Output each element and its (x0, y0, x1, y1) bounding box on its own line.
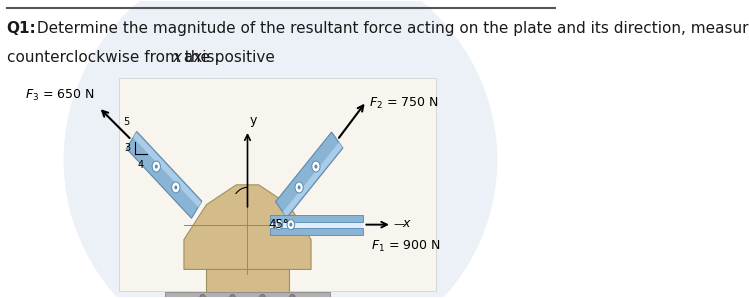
Circle shape (152, 161, 160, 172)
Polygon shape (184, 185, 311, 269)
Text: $F_1$ = 900 N: $F_1$ = 900 N (371, 239, 440, 254)
Circle shape (175, 185, 178, 190)
Bar (270, 222, 363, 228)
Text: 45°: 45° (268, 218, 289, 231)
Text: 5: 5 (123, 117, 130, 127)
Bar (207, 269, 288, 294)
Text: $x$: $x$ (402, 217, 412, 230)
Circle shape (287, 220, 294, 230)
Text: y: y (249, 114, 257, 127)
Circle shape (289, 223, 292, 227)
Bar (119, 78, 436, 291)
Text: axis.: axis. (180, 50, 219, 66)
Circle shape (200, 294, 206, 298)
Circle shape (275, 220, 282, 230)
Text: —: — (393, 219, 404, 229)
Text: x: x (173, 50, 182, 66)
Bar (166, 292, 330, 298)
Text: $F_2$ = 750 N: $F_2$ = 750 N (369, 96, 439, 111)
Ellipse shape (64, 0, 497, 298)
Circle shape (259, 294, 265, 298)
Polygon shape (276, 132, 343, 218)
Text: $F_3$ = 650 N: $F_3$ = 650 N (25, 88, 95, 103)
Text: counterclockwise from the positive: counterclockwise from the positive (7, 50, 279, 66)
Circle shape (289, 294, 295, 298)
Polygon shape (283, 142, 342, 217)
Text: 3: 3 (124, 143, 130, 153)
Text: 4: 4 (138, 160, 144, 170)
Bar (270, 228, 363, 235)
Circle shape (155, 164, 158, 168)
Text: Q1:: Q1: (7, 21, 37, 35)
Polygon shape (127, 131, 201, 218)
Circle shape (312, 161, 320, 172)
Polygon shape (133, 132, 201, 207)
Circle shape (295, 182, 303, 193)
Circle shape (315, 164, 318, 168)
Circle shape (277, 223, 280, 227)
Circle shape (297, 185, 300, 190)
Circle shape (229, 294, 235, 298)
Bar (270, 215, 363, 222)
Text: Determine the magnitude of the resultant force acting on the plate and its direc: Determine the magnitude of the resultant… (32, 21, 749, 35)
Circle shape (172, 182, 180, 193)
